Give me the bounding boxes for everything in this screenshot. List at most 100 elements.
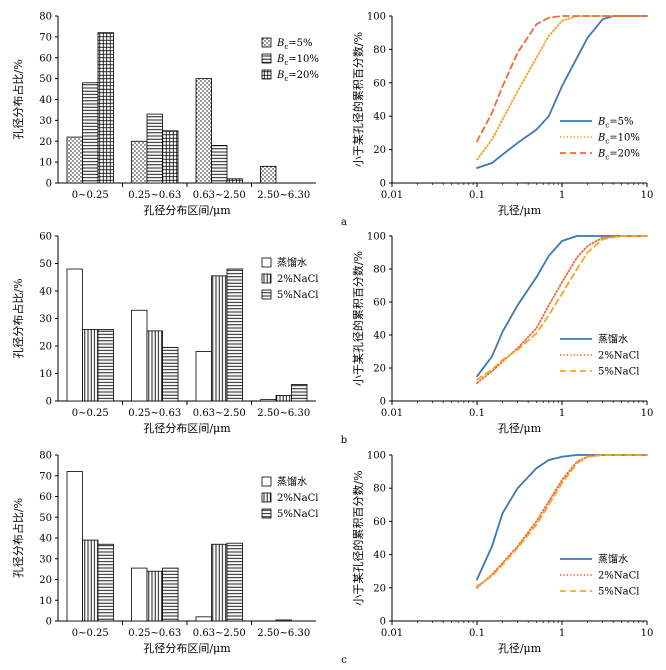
panel-label: b xyxy=(341,435,347,446)
bar-hlines xyxy=(291,384,308,402)
series-line-0 xyxy=(476,235,648,378)
bar-grid xyxy=(162,130,179,184)
bar-hlines xyxy=(146,113,163,184)
bar-vlines xyxy=(211,275,228,402)
legend-subscript: c xyxy=(605,138,609,146)
y-tick-label: 80 xyxy=(373,265,386,276)
y-tick-label: 30 xyxy=(39,554,52,565)
y-tick-label: 20 xyxy=(39,575,52,586)
bar-vlines xyxy=(275,395,292,402)
y-tick-label: 0 xyxy=(46,617,52,628)
x-axis-label: 孔径分布区间/μm xyxy=(143,642,231,655)
y-tick-label: 0 xyxy=(46,397,52,408)
bar-grid xyxy=(226,178,243,184)
legend-label: =10% xyxy=(609,133,640,144)
y-tick-label: 70 xyxy=(39,32,52,43)
bar-empty xyxy=(131,567,148,622)
legend-swatch xyxy=(261,53,272,64)
x-tick-label: 1 xyxy=(559,628,565,639)
series-line-1 xyxy=(476,454,648,589)
x-tick-label: 10 xyxy=(641,628,654,639)
legend-entry: 蒸馏水 xyxy=(277,256,307,269)
y-tick-label: 100 xyxy=(367,12,386,23)
legend-swatch xyxy=(261,273,272,284)
x-tick-label: 0.01 xyxy=(381,628,403,639)
legend-entry: Bc=20% xyxy=(276,70,319,83)
x-tick-label: 1 xyxy=(559,408,565,419)
legend-entry: 2%NaCl xyxy=(277,274,318,285)
panel-a-cumulative-chart: 0 20 40 60 80 100 0.01 0.1 1 10 孔径/μm 小于某孔径的累积百分数/%… xyxy=(341,12,653,229)
legend-label: =20% xyxy=(609,149,640,160)
bar-hlines xyxy=(162,346,179,402)
legend-swatch xyxy=(261,289,272,300)
x-axis-label: 孔径/μm xyxy=(498,642,542,655)
legend-swatch xyxy=(261,37,272,48)
legend-prefix: B xyxy=(597,117,605,128)
legend-label: =5% xyxy=(609,117,633,128)
x-tick-label: 0.63~2.50 xyxy=(193,628,246,639)
bar-empty xyxy=(66,471,83,622)
legend-subscript: c xyxy=(605,154,609,162)
legend-entry: 5%NaCl xyxy=(277,509,318,520)
y-tick-label: 60 xyxy=(39,53,52,64)
legend-entry: 5%NaCl xyxy=(598,587,639,598)
y-tick-label: 40 xyxy=(373,112,386,123)
y-tick-label: 20 xyxy=(373,145,386,156)
bar-dots xyxy=(131,140,148,184)
legend-entry: 蒸馏水 xyxy=(598,553,628,566)
bar-vlines xyxy=(146,570,163,622)
x-tick-label: 2.50~6.30 xyxy=(257,408,310,419)
y-tick-label: 20 xyxy=(373,364,386,375)
y-tick-label: 40 xyxy=(39,287,52,298)
y-tick-label: 80 xyxy=(39,451,52,462)
y-tick-label: 60 xyxy=(39,232,52,243)
y-axis-label: 小于某孔径的累积百分数/% xyxy=(351,470,365,605)
y-axis-label: 孔径分布占比/% xyxy=(11,278,25,358)
legend-swatch xyxy=(261,492,272,503)
legend-subscript: c xyxy=(284,75,288,83)
bar-dots xyxy=(66,136,83,184)
bar-hlines xyxy=(97,543,114,622)
x-axis-label: 孔径分布区间/μm xyxy=(143,204,231,217)
panel-label: a xyxy=(341,217,347,228)
x-axis-label: 孔径/μm xyxy=(498,422,542,435)
panel-b-cumulative-chart: 0 20 40 60 80 100 0.01 0.1 1 10 孔径/μm 小于某孔径的累积百分数/%… xyxy=(341,232,654,447)
bar-hlines xyxy=(97,329,114,402)
bar-hlines xyxy=(226,268,243,402)
legend-prefix: B xyxy=(597,133,605,144)
x-tick-label: 0.63~2.50 xyxy=(193,190,246,201)
bar-dots xyxy=(195,78,212,184)
y-tick-label: 50 xyxy=(39,259,52,270)
panel-a-bar-chart: 0 10 20 30 40 50 60 70 80 0~0.25 0.25~0.63 0.63~2.5… xyxy=(11,12,319,218)
y-axis-label: 小于某孔径的累积百分数/% xyxy=(351,32,365,167)
y-tick-label: 20 xyxy=(39,342,52,353)
series-line-1 xyxy=(476,235,648,384)
y-tick-label: 50 xyxy=(39,513,52,524)
y-tick-label: 80 xyxy=(373,45,386,56)
panel-c-cumulative-chart: 0 20 40 60 80 100 0.01 0.1 1 10 孔径/μm 小于某孔径的累积百分数/%… xyxy=(341,451,653,667)
y-tick-label: 40 xyxy=(39,534,52,545)
legend-prefix: B xyxy=(597,149,605,160)
panel-label: c xyxy=(341,655,347,666)
y-tick-label: 30 xyxy=(39,116,52,127)
y-tick-label: 40 xyxy=(373,331,386,342)
legend-label: =10% xyxy=(288,54,319,65)
y-tick-label: 30 xyxy=(39,314,52,325)
legend-entry: Bc=10% xyxy=(597,133,640,146)
x-tick-label: 0.01 xyxy=(381,408,403,419)
series-line-2 xyxy=(476,235,648,381)
x-tick-label: 10 xyxy=(641,408,654,419)
y-tick-label: 70 xyxy=(39,471,52,482)
x-tick-label: 0.1 xyxy=(469,408,485,419)
y-tick-label: 10 xyxy=(39,596,52,607)
x-tick-label: 1 xyxy=(559,190,565,201)
bar-empty xyxy=(131,309,148,402)
x-tick-label: 2.50~6.30 xyxy=(257,628,310,639)
y-axis-label: 小于某孔径的累积百分数/% xyxy=(351,251,365,386)
bar-hlines xyxy=(226,542,243,622)
bar-vlines xyxy=(146,330,163,402)
legend-subscript: c xyxy=(284,59,288,67)
y-tick-label: 10 xyxy=(39,369,52,380)
legend-entry: 5%NaCl xyxy=(598,367,639,378)
